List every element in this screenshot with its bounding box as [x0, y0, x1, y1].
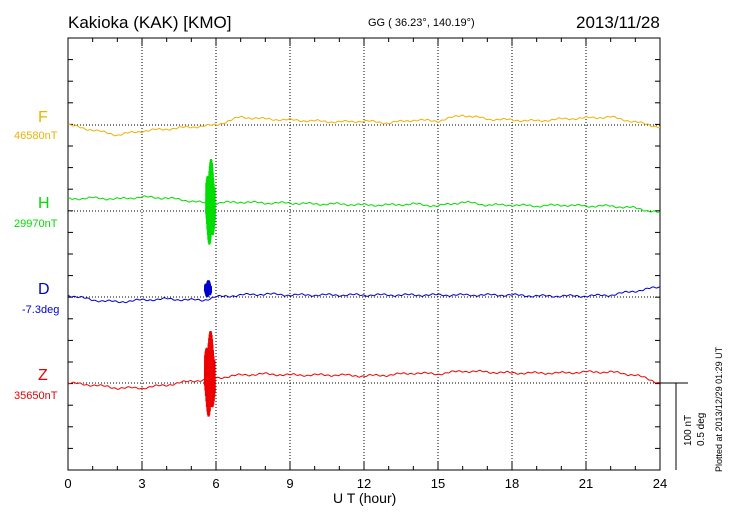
x-tick-label: 21: [579, 476, 593, 491]
x-tick-label: 3: [138, 476, 145, 491]
station-coordinates: GG ( 36.23°, 140.19°): [368, 17, 475, 29]
disturbance-d: [203, 280, 213, 298]
x-tick-label: 12: [357, 476, 371, 491]
component-d-baseline: -7.3deg: [22, 304, 60, 316]
component-h-baseline: 29970nT: [14, 218, 58, 230]
trace-z: [67, 369, 661, 390]
x-tick-label: 6: [212, 476, 219, 491]
component-f-baseline: 46580nT: [14, 130, 58, 142]
trace-d: [67, 286, 661, 304]
scale-bar-nt-label: 100 nT: [683, 414, 694, 446]
scale-bar-deg-label: 0.5 deg: [696, 412, 707, 446]
x-tick-label: 24: [653, 476, 667, 491]
x-axis-title: U T (hour): [333, 490, 397, 506]
x-tick-label: 18: [505, 476, 519, 491]
station-title: Kakioka (KAK) [KMO]: [68, 13, 232, 32]
x-tick-label: 15: [431, 476, 445, 491]
plotted-timestamp: Plotted at 2013/12/29 01:29 UT: [714, 346, 724, 472]
x-tick-label: 0: [64, 476, 71, 491]
component-h-label: H: [38, 195, 50, 212]
disturbance-h: [205, 158, 216, 245]
trace-f: [67, 114, 661, 137]
disturbance-z: [203, 330, 216, 417]
component-z-baseline: 35650nT: [14, 390, 58, 402]
x-tick-label: 9: [286, 476, 293, 491]
plot-date: 2013/11/28: [576, 13, 660, 32]
component-f-label: F: [38, 109, 48, 126]
component-d-label: D: [38, 281, 50, 298]
component-z-label: Z: [38, 367, 48, 384]
trace-h: [68, 195, 661, 213]
